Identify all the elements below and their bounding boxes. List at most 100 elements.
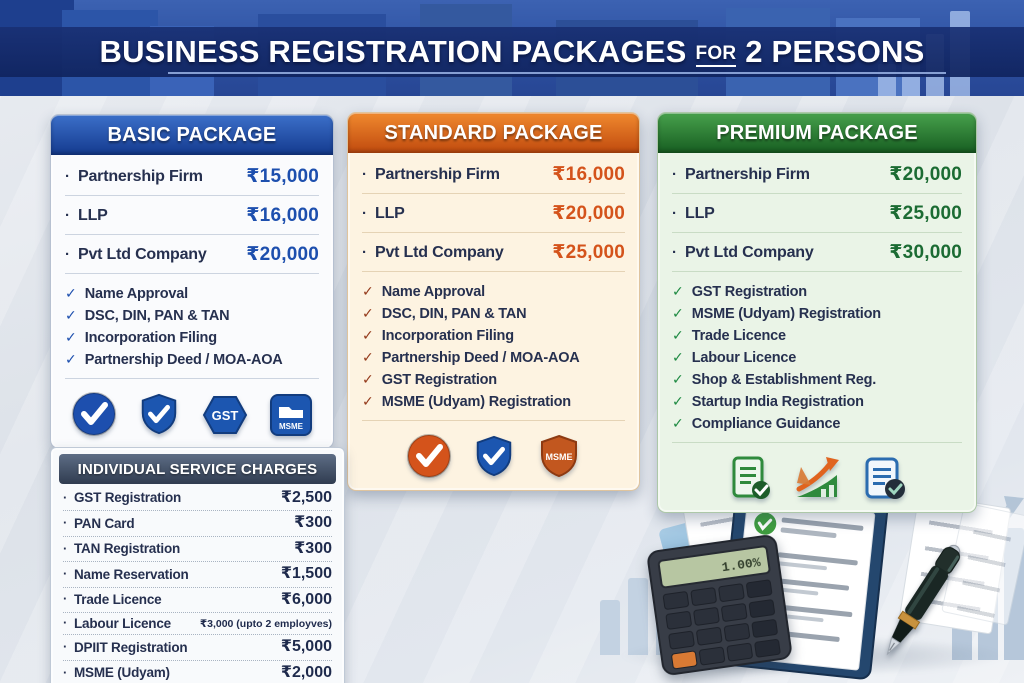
- service-charge-row: · PAN Card ₹300: [63, 511, 332, 537]
- individual-service-charges-header: INDIVIDUAL SERVICE CHARGES: [59, 454, 336, 484]
- individual-service-charges-rows: · GST Registration ₹2,500 · PAN Card ₹30…: [59, 484, 336, 683]
- feature-row: ✓ Labour Licence: [672, 346, 962, 368]
- checkmark-icon: ✓: [65, 350, 77, 367]
- feature-row: ✓ Partnership Deed / MOA-AOA: [362, 346, 625, 368]
- calculator-key: [751, 619, 778, 638]
- checkmark-icon: ✓: [65, 328, 77, 345]
- feature-row: ✓ Startup India Registration: [672, 390, 962, 412]
- service-label: Name Reservation: [74, 566, 189, 582]
- calculator-keys: [662, 579, 781, 670]
- package-header: STANDARD PACKAGE: [348, 113, 639, 153]
- price-row: · LLP ₹25,000: [672, 194, 962, 233]
- calculator-key: [696, 627, 723, 646]
- feature-label: MSME (Udyam) Registration: [381, 393, 571, 410]
- checkmark-icon: ✓: [362, 392, 374, 409]
- title-part1: BUSINESS REGISTRATION PACKAGES: [99, 34, 687, 69]
- price-list: · Partnership Firm ₹15,000 · LLP ₹16,000…: [65, 157, 319, 274]
- price-row: · Pvt Ltd Company ₹30,000: [672, 233, 962, 272]
- service-value: ₹5,000: [280, 638, 332, 656]
- calculator-key: [748, 599, 775, 618]
- price-label: Pvt Ltd Company: [685, 243, 814, 261]
- feature-list: ✓ Name Approval ✓ DSC, DIN, PAN & TAN ✓ …: [65, 274, 319, 379]
- package-card-premium: PREMIUM PACKAGE · Partnership Firm ₹20,0…: [657, 112, 977, 513]
- bullet-icon: ·: [672, 166, 677, 183]
- feature-row: ✓ Trade Licence: [672, 324, 962, 346]
- feature-label: Incorporation Filing: [84, 329, 217, 346]
- calculator-key: [668, 630, 695, 650]
- service-charge-row: · DPIIT Registration ₹5,000: [63, 635, 332, 661]
- feature-label: Name Approval: [84, 285, 188, 302]
- title-for-word: FOR: [695, 43, 737, 67]
- calculator-key: [754, 639, 781, 658]
- feature-row: ✓ Name Approval: [65, 282, 319, 304]
- feature-label: GST Registration: [381, 371, 497, 388]
- title-part2: 2 PERSONS: [745, 34, 925, 69]
- price-label: Partnership Firm: [685, 165, 810, 183]
- feature-list: ✓ GST Registration ✓ MSME (Udyam) Regist…: [672, 272, 962, 443]
- header-banner: BUSINESS REGISTRATION PACKAGES FOR 2 PERSO…: [0, 0, 1024, 96]
- calculator-illustration: 1.00%: [647, 535, 792, 675]
- service-label: Trade Licence: [74, 592, 162, 607]
- price-label: LLP: [375, 204, 405, 222]
- feature-row: ✓ Shop & Establishment Reg.: [672, 368, 962, 390]
- service-charge-row: · TAN Registration ₹300: [63, 537, 332, 563]
- service-value: ₹300: [294, 514, 332, 532]
- package-title: PREMIUM PACKAGE: [716, 121, 918, 144]
- doc-check-icon: [727, 455, 773, 501]
- feature-row: ✓ MSME (Udyam) Registration: [672, 302, 962, 324]
- service-charge-row: · Labour Licence ₹3,000 (upto 2 employve…: [63, 613, 332, 636]
- title-strip: BUSINESS REGISTRATION PACKAGES FOR 2 PERSO…: [0, 27, 1024, 77]
- calculator-key: [671, 650, 698, 670]
- check-circle-icon: [406, 433, 452, 479]
- feature-row: ✓ Incorporation Filing: [65, 326, 319, 348]
- svg-text:MSME: MSME: [279, 422, 304, 431]
- feature-row: ✓ MSME (Udyam) Registration: [362, 390, 625, 412]
- service-charge-row: · MSME (Udyam) ₹2,000: [63, 661, 332, 683]
- package-card-basic: BASIC PACKAGE · Partnership Firm ₹15,000…: [50, 114, 334, 449]
- service-value: ₹6,000: [280, 590, 332, 608]
- checkmark-icon: ✓: [65, 306, 77, 323]
- bullet-icon: ·: [362, 244, 367, 261]
- growth-chart-icon: [793, 455, 841, 501]
- price-label: Pvt Ltd Company: [78, 245, 207, 263]
- price-label: Partnership Firm: [78, 167, 203, 185]
- price-value: ₹20,000: [552, 203, 625, 224]
- check-circle-icon: [71, 391, 117, 437]
- service-value: ₹300: [294, 539, 332, 557]
- service-label: Labour Licence: [74, 615, 171, 631]
- package-header: BASIC PACKAGE: [51, 115, 333, 155]
- price-row: · Partnership Firm ₹15,000: [65, 157, 319, 196]
- price-value: ₹16,000: [246, 205, 319, 226]
- feature-label: Trade Licence: [691, 327, 786, 344]
- background-bar-chart-bar: [628, 578, 648, 655]
- checkmark-icon: ✓: [362, 326, 374, 343]
- package-title: BASIC PACKAGE: [107, 123, 277, 146]
- checkmark-icon: ✓: [65, 284, 77, 301]
- price-value: ₹20,000: [889, 164, 962, 185]
- bullet-icon: ·: [63, 565, 68, 581]
- feature-row: ✓ DSC, DIN, PAN & TAN: [362, 302, 625, 324]
- checkmark-icon: ✓: [672, 304, 684, 321]
- calculator-key: [665, 611, 692, 630]
- calculator-key: [693, 607, 720, 626]
- service-charge-row: · GST Registration ₹2,500: [63, 486, 332, 512]
- feature-label: GST Registration: [691, 283, 807, 300]
- feature-row: ✓ GST Registration: [362, 368, 625, 390]
- package-card-standard: STANDARD PACKAGE · Partnership Firm ₹16,…: [347, 112, 640, 491]
- calculator-key: [718, 583, 745, 602]
- feature-label: DSC, DIN, PAN & TAN: [84, 307, 230, 324]
- price-row: · Partnership Firm ₹20,000: [672, 155, 962, 194]
- package-body: · Partnership Firm ₹20,000 · LLP ₹25,000…: [658, 153, 976, 512]
- bullet-icon: ·: [63, 591, 68, 607]
- bullet-icon: ·: [63, 664, 68, 680]
- price-row: · Pvt Ltd Company ₹25,000: [362, 233, 625, 272]
- feature-row: ✓ Name Approval: [362, 280, 625, 302]
- calculator-key: [723, 623, 751, 642]
- page-title: BUSINESS REGISTRATION PACKAGES FOR 2 PERSO…: [100, 34, 925, 70]
- service-label: TAN Registration: [74, 541, 181, 557]
- bullet-icon: ·: [63, 615, 68, 631]
- calculator-key: [690, 587, 717, 606]
- service-label: DPIIT Registration: [74, 639, 188, 655]
- shield-check-icon: [137, 391, 181, 437]
